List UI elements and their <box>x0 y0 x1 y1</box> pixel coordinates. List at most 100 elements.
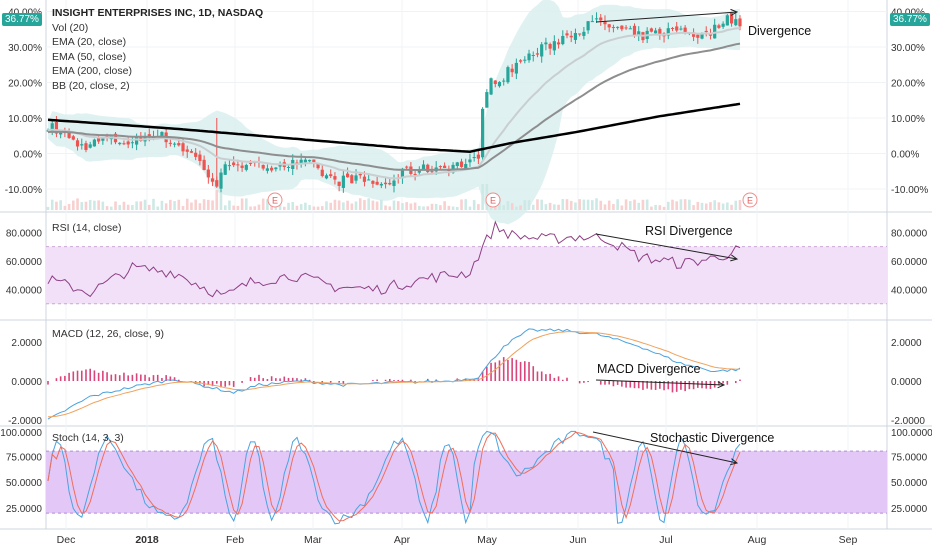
candle-body <box>535 53 540 55</box>
candle-body <box>590 21 594 23</box>
volume-bar <box>650 206 653 210</box>
volume-bar <box>603 204 607 210</box>
volume-bar <box>591 200 594 210</box>
earnings-marker <box>485 192 501 208</box>
macd-histogram-bar <box>106 372 108 381</box>
candle-body <box>565 33 569 36</box>
stoch-divergence-label: Stochastic Divergence <box>650 431 774 445</box>
macd-histogram-bar <box>131 374 134 381</box>
candle-body <box>531 54 535 56</box>
volume-bar <box>515 206 518 210</box>
macd-histogram-bar <box>291 377 294 381</box>
rsi-tick-left: 60.0000 <box>6 257 43 268</box>
macd-histogram-bar <box>342 381 345 385</box>
macd-histogram-bar <box>199 381 201 384</box>
candle-body <box>556 42 561 45</box>
legend-bb: BB (20, close, 2) <box>52 79 130 92</box>
macd-panel <box>47 328 741 420</box>
candle-body <box>80 144 84 146</box>
volume-bar <box>156 206 160 210</box>
volume-bar <box>358 198 362 210</box>
volume-bar <box>498 198 501 210</box>
macd-histogram-bar <box>275 378 277 381</box>
macd-histogram-bar <box>178 379 180 381</box>
candle-body <box>481 108 485 158</box>
stoch-tick-left: 100.0000 <box>0 428 42 439</box>
volume-bar <box>211 200 214 210</box>
volume-bar <box>223 205 227 210</box>
macd-histogram-bar <box>283 376 286 381</box>
candle-body <box>341 175 345 188</box>
candle-body <box>367 179 371 181</box>
candle-body <box>654 30 658 34</box>
candle-body <box>489 78 493 95</box>
volume-bar <box>683 199 687 210</box>
volume-bar <box>557 204 560 210</box>
volume-bar <box>304 202 307 210</box>
macd-histogram-bar <box>502 357 505 381</box>
volume-bar <box>109 206 113 210</box>
earnings-marker <box>267 192 283 208</box>
candle-body <box>586 21 590 31</box>
volume-bar <box>194 199 197 210</box>
time-tick: Jul <box>659 534 672 546</box>
candle-body <box>679 28 683 30</box>
candle-body <box>202 159 206 170</box>
price-tick-right: 20.00% <box>891 79 925 90</box>
volume-bar <box>207 199 210 210</box>
candle-body <box>611 27 616 29</box>
volume-bar <box>666 201 670 210</box>
macd-histogram-bar <box>494 362 497 381</box>
macd-histogram-bar <box>232 381 235 387</box>
macd-histogram-bar <box>511 358 513 381</box>
macd-histogram-bar <box>739 379 741 381</box>
volume-bar <box>76 198 79 210</box>
volume-bar <box>160 200 164 210</box>
stoch-tick-left: 75.0000 <box>6 452 43 463</box>
candle-body <box>725 15 729 26</box>
macd-histogram-bar <box>241 381 243 383</box>
macd-histogram-bar <box>599 381 602 385</box>
macd-histogram-bar <box>228 381 231 386</box>
volume-bar <box>654 204 657 210</box>
symbol-title: INSIGHT ENTERPRISES INC, 1D, NASDAQ <box>52 7 264 19</box>
volume-bar <box>55 201 58 210</box>
candle-body <box>261 164 265 169</box>
macd-histogram-bar <box>59 376 62 381</box>
legend-ema20: EMA (20, close) <box>52 36 127 49</box>
candle-body <box>468 159 472 163</box>
volume-bar <box>662 206 666 210</box>
candle-body <box>632 25 637 36</box>
macd-histogram-bar <box>490 362 492 381</box>
candle-body <box>628 28 632 30</box>
volume-bar <box>620 205 624 210</box>
divergence-macd-arrow <box>717 381 726 389</box>
volume-bar <box>401 203 404 210</box>
macd-histogram-bar <box>583 381 585 383</box>
candle-body <box>497 81 502 87</box>
candle-body <box>333 176 337 180</box>
volume-bar <box>734 200 738 210</box>
candle-body <box>206 169 210 178</box>
price-tick-right: 10.00% <box>891 114 925 125</box>
macd-tick-right: 2.0000 <box>891 338 922 349</box>
volume-bar <box>164 203 168 210</box>
macd-histogram-bar <box>557 376 560 381</box>
volume-bar <box>371 200 375 210</box>
macd-histogram-bar <box>304 378 307 381</box>
volume-bar <box>97 200 100 210</box>
macd-histogram-bar <box>338 381 340 383</box>
macd-histogram-bar <box>262 378 264 381</box>
time-tick: Dec <box>57 534 76 546</box>
volume-bar <box>384 205 387 210</box>
macd-histogram-bar <box>135 373 138 381</box>
volume-bar <box>726 202 729 210</box>
macd-histogram-bar <box>718 381 720 386</box>
candle-body <box>569 35 573 38</box>
volume-bar <box>350 203 354 210</box>
volume-bar <box>730 204 733 210</box>
volume-bar <box>696 201 700 210</box>
candle-body <box>375 181 379 185</box>
volume-bar <box>131 204 134 210</box>
volume-bar <box>671 199 674 210</box>
